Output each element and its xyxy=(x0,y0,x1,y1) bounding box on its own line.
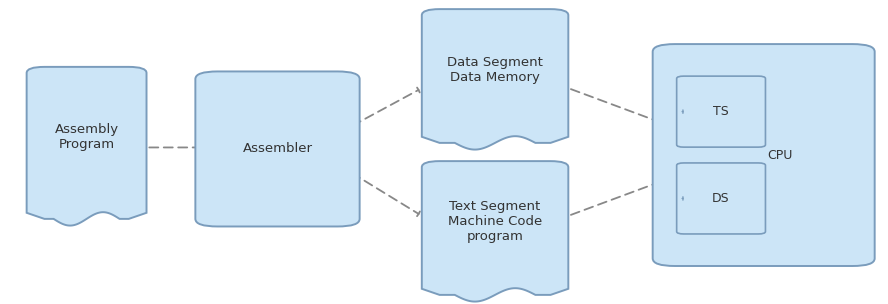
FancyBboxPatch shape xyxy=(677,76,765,147)
Text: Assembly
Program: Assembly Program xyxy=(54,123,119,151)
Text: Text Segment
Machine Code
program: Text Segment Machine Code program xyxy=(448,200,543,244)
PathPatch shape xyxy=(422,161,568,302)
Text: TS: TS xyxy=(713,105,729,118)
PathPatch shape xyxy=(422,9,568,150)
Text: Data Segment
Data Memory: Data Segment Data Memory xyxy=(448,56,543,84)
Text: Assembler: Assembler xyxy=(242,143,313,155)
Text: DS: DS xyxy=(712,192,730,205)
FancyBboxPatch shape xyxy=(195,71,360,226)
FancyBboxPatch shape xyxy=(677,163,765,234)
Text: CPU: CPU xyxy=(767,149,793,161)
FancyBboxPatch shape xyxy=(653,44,875,266)
PathPatch shape xyxy=(27,67,147,226)
